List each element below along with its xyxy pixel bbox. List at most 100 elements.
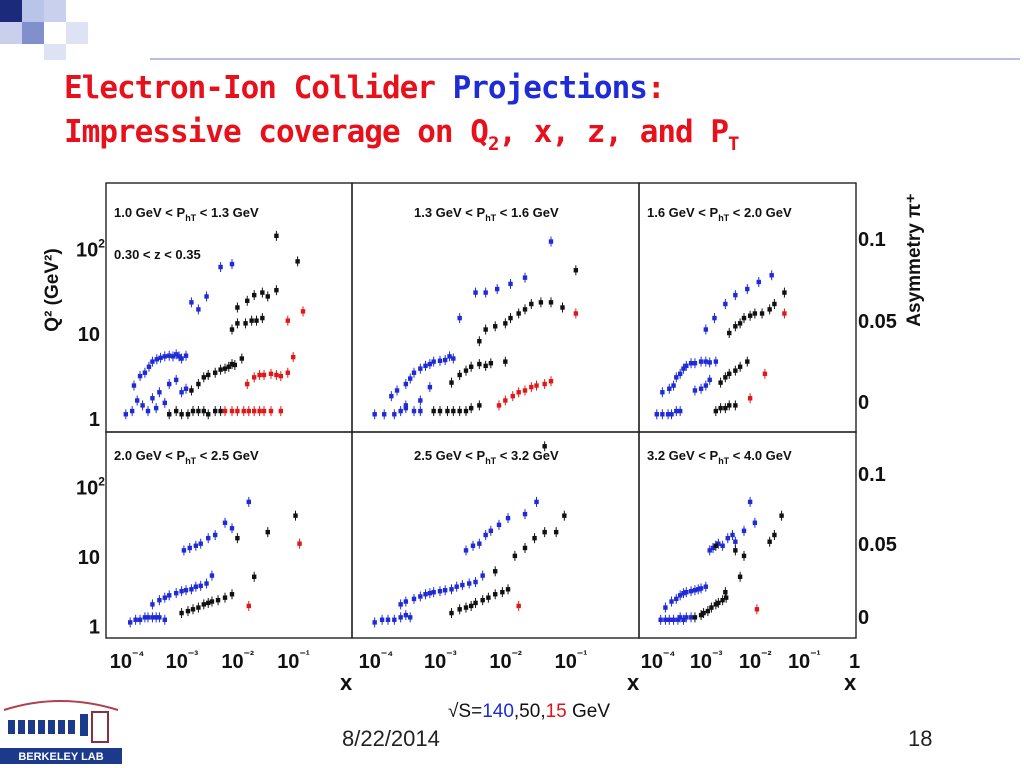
y-tick-label: 10 bbox=[78, 547, 100, 569]
data-point-black bbox=[772, 532, 777, 538]
data-point-blue bbox=[447, 354, 452, 359]
data-point-blue bbox=[150, 396, 155, 401]
data-point-black bbox=[737, 574, 743, 579]
data-point-blue bbox=[179, 390, 184, 395]
data-point-red bbox=[285, 318, 290, 323]
data-point-blue bbox=[663, 605, 668, 610]
data-point-black bbox=[573, 268, 579, 273]
data-point-blue bbox=[716, 541, 721, 546]
data-point-black bbox=[779, 513, 784, 518]
data-point-blue bbox=[411, 596, 417, 602]
data-point-blue bbox=[752, 520, 758, 525]
data-point-blue bbox=[677, 371, 683, 377]
data-point-blue bbox=[198, 583, 203, 589]
data-point-blue bbox=[660, 390, 665, 395]
data-point-black bbox=[468, 603, 474, 609]
data-point-blue bbox=[663, 617, 668, 622]
data-point-blue bbox=[677, 408, 683, 414]
data-point-black bbox=[503, 359, 508, 364]
data-point-black bbox=[196, 605, 201, 610]
data-point-black bbox=[463, 368, 469, 373]
data-point-blue bbox=[488, 528, 494, 533]
panel-frame bbox=[638, 431, 857, 639]
data-point-blue bbox=[696, 587, 701, 592]
data-point-blue bbox=[173, 590, 179, 596]
data-point-blue bbox=[675, 617, 681, 622]
data-point-black bbox=[718, 380, 723, 385]
data-point-black bbox=[295, 259, 300, 264]
data-point-blue bbox=[720, 543, 725, 548]
title-line-2: Impressive coverage on Q2, x, z, and PT bbox=[64, 110, 740, 158]
data-point-black bbox=[449, 380, 454, 385]
data-point-blue bbox=[418, 594, 423, 599]
data-point-red bbox=[300, 309, 306, 314]
data-point-blue bbox=[408, 376, 413, 381]
data-point-blue bbox=[189, 587, 194, 592]
data-point-black bbox=[705, 608, 711, 614]
data-point-black bbox=[229, 361, 235, 367]
data-point-black bbox=[483, 363, 488, 369]
x-tick-label: 10⁻⁴ bbox=[641, 648, 676, 673]
data-point-black bbox=[209, 599, 215, 604]
data-point-blue bbox=[167, 353, 172, 358]
data-point-blue bbox=[677, 593, 683, 598]
data-point-black bbox=[260, 290, 265, 295]
data-point-blue bbox=[431, 359, 436, 364]
data-point-blue bbox=[167, 381, 172, 387]
data-point-black bbox=[265, 294, 270, 299]
data-point-blue bbox=[684, 615, 689, 620]
data-point-blue bbox=[173, 377, 179, 383]
x-tick-label: 10⁻² bbox=[221, 648, 254, 673]
data-point-blue bbox=[423, 592, 428, 597]
data-point-black bbox=[698, 612, 704, 618]
data-point-black bbox=[538, 300, 544, 305]
data-point-blue bbox=[667, 617, 672, 622]
data-point-blue bbox=[218, 264, 223, 270]
sqrt-140: 140 bbox=[482, 701, 514, 722]
data-point-blue bbox=[179, 356, 184, 361]
data-point-black bbox=[733, 403, 738, 408]
data-point-blue bbox=[483, 532, 488, 538]
data-point-blue bbox=[522, 511, 528, 517]
data-point-blue bbox=[229, 261, 235, 267]
data-point-black bbox=[463, 605, 469, 610]
data-point-blue bbox=[150, 602, 155, 607]
data-point-blue bbox=[372, 412, 377, 417]
data-point-black bbox=[457, 372, 462, 378]
title-line-1: Electron-Ion Collider Projections: bbox=[64, 66, 738, 110]
data-point-black bbox=[529, 301, 534, 307]
y-tick-label: 102 bbox=[76, 475, 105, 500]
data-point-black bbox=[185, 412, 191, 417]
data-point-blue bbox=[158, 355, 163, 361]
data-point-blue bbox=[674, 408, 679, 414]
data-point-black bbox=[463, 408, 469, 414]
panel-4: 2.0 GeV < PhT < 2.5 GeV bbox=[114, 448, 302, 628]
data-point-red bbox=[246, 603, 251, 609]
data-point-blue bbox=[698, 586, 704, 591]
slide-title: Electron-Ion Collider Projections: Impre… bbox=[64, 66, 740, 158]
data-point-black bbox=[457, 408, 462, 414]
logo-figures bbox=[8, 714, 88, 736]
data-point-red bbox=[251, 375, 257, 380]
data-point-blue bbox=[154, 357, 160, 362]
data-point-black bbox=[189, 388, 194, 393]
data-point-blue bbox=[212, 532, 218, 538]
data-point-blue bbox=[733, 539, 738, 544]
data-point-blue bbox=[246, 499, 251, 505]
data-point-red bbox=[762, 371, 768, 377]
panel-z-range-label: 0.30 < z < 0.35 bbox=[114, 247, 201, 262]
data-point-blue bbox=[427, 361, 433, 367]
data-point-blue bbox=[392, 412, 397, 417]
data-point-black bbox=[468, 405, 474, 411]
x-tick-label: 10⁻⁴ bbox=[110, 648, 145, 673]
y-tick-label: 10 bbox=[78, 324, 100, 346]
deco-square-mid bbox=[22, 22, 44, 44]
data-point-red bbox=[529, 384, 534, 390]
data-point-blue bbox=[418, 366, 423, 371]
title-line2-sub1: 2 bbox=[487, 133, 499, 155]
data-point-blue bbox=[403, 599, 409, 604]
data-point-blue bbox=[674, 375, 679, 380]
data-point-blue bbox=[403, 381, 409, 387]
data-point-black bbox=[212, 370, 218, 375]
data-point-blue bbox=[411, 370, 417, 375]
